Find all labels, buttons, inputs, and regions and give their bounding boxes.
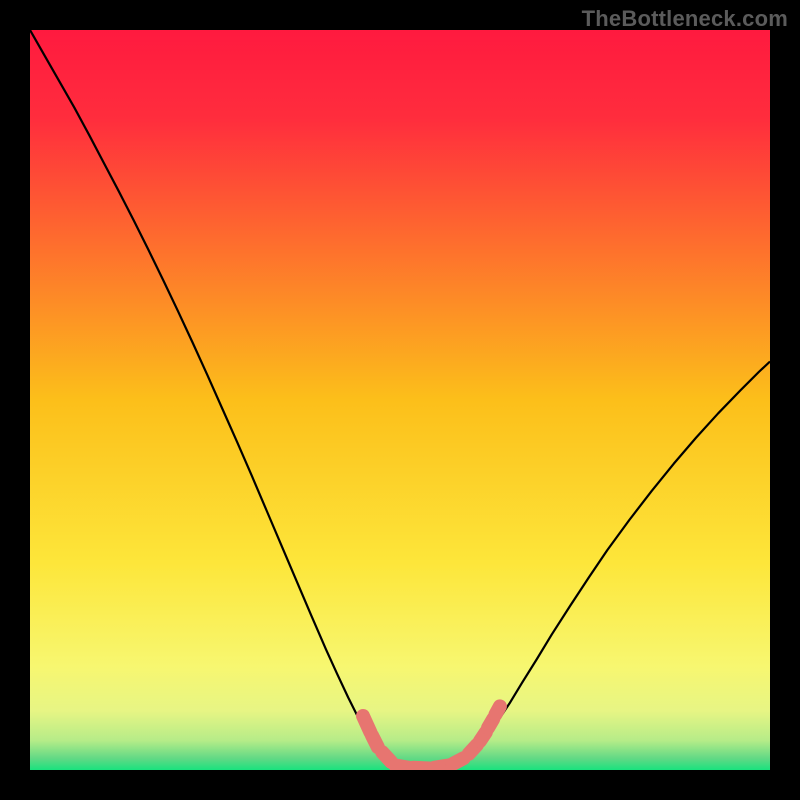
accent-mark <box>382 752 391 762</box>
chart-canvas: TheBottleneck.com <box>0 0 800 800</box>
accent-mark <box>372 735 378 747</box>
accent-mark <box>495 706 499 714</box>
curve-layer <box>30 30 770 770</box>
bottleneck-curve <box>30 30 770 770</box>
watermark-text: TheBottleneck.com <box>582 6 788 32</box>
accent-mark <box>453 758 464 764</box>
plot-area <box>30 30 770 770</box>
